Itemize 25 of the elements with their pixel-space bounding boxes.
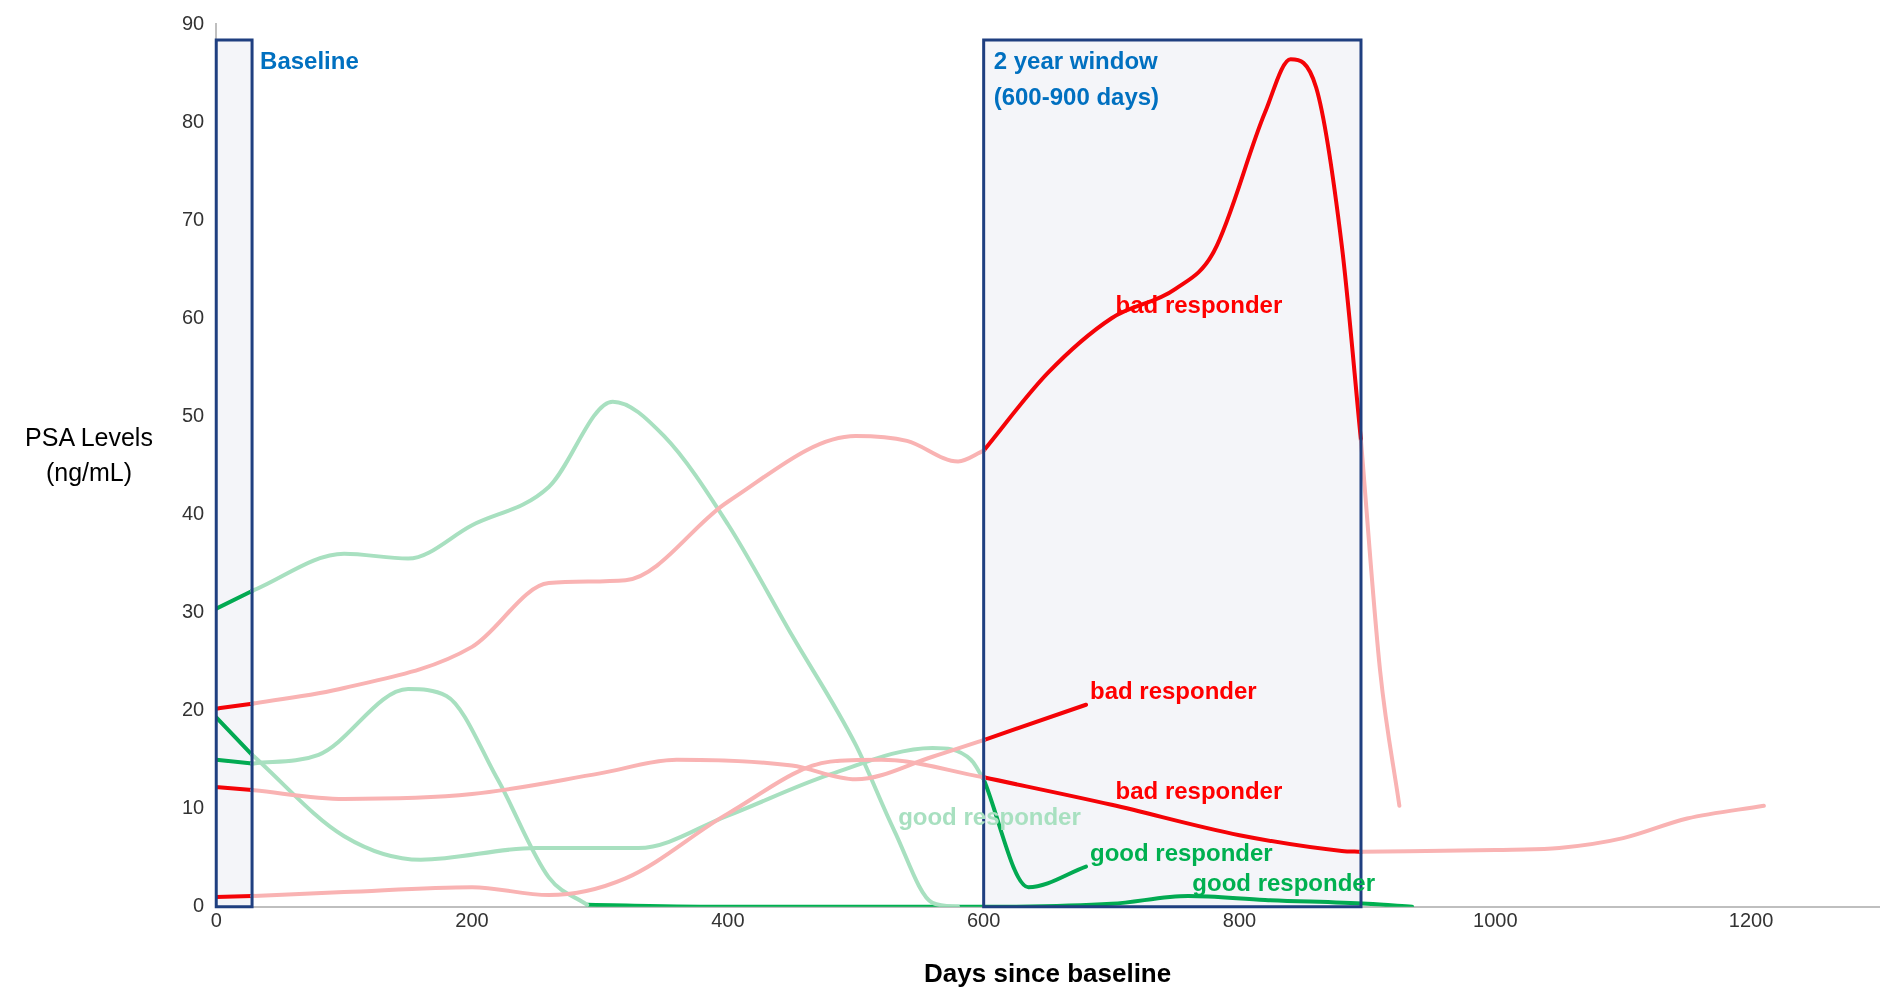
- x-tick-label: 0: [210, 909, 222, 932]
- x-tick-label: 800: [1222, 909, 1257, 932]
- x-tick-label: 400: [711, 909, 745, 932]
- y-tick-label: 10: [182, 796, 205, 819]
- band-label: Baseline: [260, 46, 359, 74]
- annotation: bad responder: [1089, 677, 1257, 705]
- x-axis-title: Days since baseline: [924, 957, 1172, 988]
- annotation: good responder: [1089, 839, 1273, 867]
- annotation: bad responder: [1115, 777, 1283, 805]
- y-tick-label: 60: [182, 305, 205, 328]
- y-tick-label: 50: [182, 403, 205, 426]
- y-tick-label: 20: [182, 698, 205, 721]
- line-series: [250, 433, 986, 706]
- y-tick-label: 90: [182, 11, 205, 34]
- x-tick-label: 200: [455, 909, 489, 932]
- x-tick-label: 1000: [1473, 909, 1518, 932]
- y-tick-label: 0: [193, 894, 205, 917]
- y-tick-label: 80: [182, 109, 205, 132]
- band-label: 2 year window (600-900 days): [993, 46, 1160, 110]
- y-tick-label: 40: [182, 501, 205, 524]
- x-tick-label: 1200: [1728, 909, 1774, 932]
- y-axis-title: PSA Levels (ng/mL): [24, 422, 154, 488]
- y-tick-label: 70: [182, 207, 205, 230]
- y-tick-label: 30: [182, 600, 205, 623]
- x-tick-label: 600: [966, 909, 1001, 932]
